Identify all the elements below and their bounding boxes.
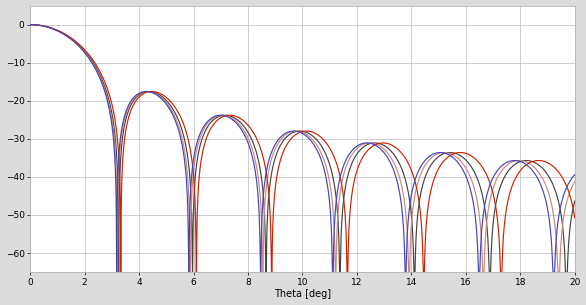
X-axis label: Theta [deg]: Theta [deg] xyxy=(274,289,331,300)
